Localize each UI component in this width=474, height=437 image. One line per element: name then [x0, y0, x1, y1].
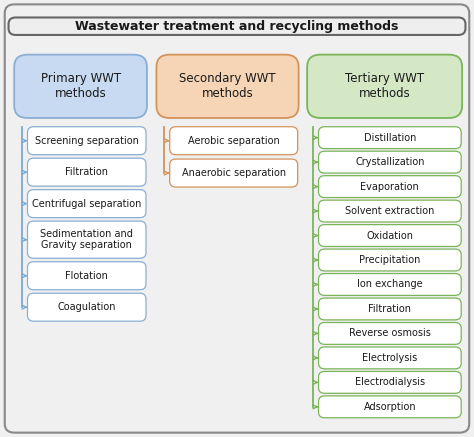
Text: Precipitation: Precipitation	[359, 255, 420, 265]
FancyBboxPatch shape	[319, 347, 461, 369]
Text: Screening separation: Screening separation	[35, 136, 139, 146]
Text: Evaporation: Evaporation	[361, 182, 419, 191]
Text: Crystallization: Crystallization	[355, 157, 425, 167]
Text: Wastewater treatment and recycling methods: Wastewater treatment and recycling metho…	[75, 20, 399, 33]
Text: Primary WWT
methods: Primary WWT methods	[40, 72, 121, 101]
FancyBboxPatch shape	[156, 55, 299, 118]
FancyBboxPatch shape	[319, 323, 461, 344]
FancyBboxPatch shape	[170, 159, 298, 187]
FancyBboxPatch shape	[319, 127, 461, 149]
FancyBboxPatch shape	[319, 371, 461, 393]
FancyBboxPatch shape	[307, 55, 462, 118]
Text: Anaerobic separation: Anaerobic separation	[182, 168, 286, 178]
FancyBboxPatch shape	[319, 200, 461, 222]
FancyBboxPatch shape	[27, 221, 146, 258]
Text: Filtration: Filtration	[368, 304, 411, 314]
Text: Flotation: Flotation	[65, 271, 108, 281]
Text: Oxidation: Oxidation	[366, 231, 413, 240]
FancyBboxPatch shape	[5, 4, 469, 433]
FancyBboxPatch shape	[27, 262, 146, 290]
FancyBboxPatch shape	[319, 396, 461, 418]
Text: Secondary WWT
methods: Secondary WWT methods	[179, 72, 276, 101]
Text: Electrolysis: Electrolysis	[362, 353, 418, 363]
Text: Sedimentation and
Gravity separation: Sedimentation and Gravity separation	[40, 229, 133, 250]
Text: Electrodialysis: Electrodialysis	[355, 378, 425, 387]
Text: Coagulation: Coagulation	[57, 302, 116, 312]
Text: Filtration: Filtration	[65, 167, 108, 177]
FancyBboxPatch shape	[27, 190, 146, 218]
FancyBboxPatch shape	[14, 55, 147, 118]
FancyBboxPatch shape	[319, 151, 461, 173]
FancyBboxPatch shape	[27, 127, 146, 155]
Text: Tertiary WWT
methods: Tertiary WWT methods	[345, 72, 424, 101]
Text: Ion exchange: Ion exchange	[357, 280, 423, 289]
FancyBboxPatch shape	[9, 17, 465, 35]
FancyBboxPatch shape	[27, 293, 146, 321]
FancyBboxPatch shape	[319, 274, 461, 295]
Text: Reverse osmosis: Reverse osmosis	[349, 329, 431, 338]
FancyBboxPatch shape	[170, 127, 298, 155]
Text: Solvent extraction: Solvent extraction	[345, 206, 435, 216]
Text: Centrifugal separation: Centrifugal separation	[32, 199, 141, 208]
Text: Adsorption: Adsorption	[364, 402, 416, 412]
FancyBboxPatch shape	[319, 249, 461, 271]
Text: Aerobic separation: Aerobic separation	[188, 136, 280, 146]
Text: Distillation: Distillation	[364, 133, 416, 142]
FancyBboxPatch shape	[319, 298, 461, 320]
FancyBboxPatch shape	[319, 225, 461, 246]
FancyBboxPatch shape	[319, 176, 461, 198]
FancyBboxPatch shape	[27, 158, 146, 186]
